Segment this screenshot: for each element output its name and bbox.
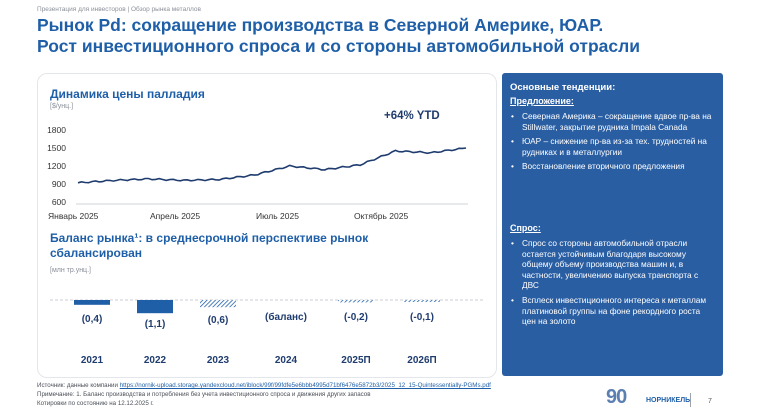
y-tick-900: 900 bbox=[51, 179, 66, 189]
balance-label-2024: (баланс) bbox=[265, 312, 307, 323]
demand-label: Спрос: bbox=[510, 223, 541, 233]
page-title: Рынок Pd: сокращение производства в Севе… bbox=[37, 15, 727, 57]
balance-bar-chart bbox=[50, 299, 484, 314]
supply-item: Восстановление вторичного предложения bbox=[510, 161, 715, 172]
balance-bar-2025П bbox=[338, 300, 374, 303]
year-2026p: 2026П bbox=[407, 355, 437, 366]
price-chart-unit: [$/унц.] bbox=[50, 103, 74, 110]
anniversary-logo: 90 bbox=[606, 386, 627, 408]
balance-label-2021: (0,4) bbox=[81, 314, 103, 325]
source-link[interactable]: https://nornik-upload.storage.yandexclou… bbox=[119, 382, 491, 389]
year-2022: 2022 bbox=[143, 355, 167, 366]
balance-label-2022: (1,1) bbox=[144, 319, 166, 330]
footer-quotes: Котировки по состоянию на 12.12.2025 г. bbox=[37, 400, 154, 407]
breadcrumb: Презентация для инвесторов | Обзор рынка… bbox=[37, 6, 201, 13]
ytd-annotation: +64% YTD bbox=[384, 110, 440, 122]
balance-bar-2023 bbox=[200, 300, 236, 308]
y-tick-1200: 1200 bbox=[47, 161, 66, 171]
x-tick-april: Апрель 2025 bbox=[150, 211, 201, 221]
footer-source: Источник: данные компании https://nornik… bbox=[37, 382, 491, 389]
footer-note: Примечание: 1. Баланс производства и пот… bbox=[37, 391, 371, 398]
supply-item: ЮАР – снижение пр-ва из-за тех. трудност… bbox=[510, 136, 715, 157]
price-line-chart bbox=[76, 147, 468, 205]
balance-title-line-1: Баланс рынка¹: в среднесрочной перспекти… bbox=[50, 231, 369, 245]
balance-title: Баланс рынка¹: в среднесрочной перспекти… bbox=[50, 231, 368, 261]
charts-card: Динамика цены палладия [$/унц.] +64% YTD… bbox=[37, 73, 497, 378]
demand-item: Всплеск инвестиционного интереса к метал… bbox=[510, 295, 715, 327]
balance-bar-2021 bbox=[74, 300, 110, 305]
company-logo-text: НОРНИКЕЛЬ bbox=[646, 397, 691, 404]
supply-item: Северная Америка – сокращение вдвое пр-в… bbox=[510, 111, 715, 132]
balance-unit: [млн тр.унц.] bbox=[50, 267, 91, 274]
x-tick-october: Октябрь 2025 bbox=[354, 211, 409, 221]
x-tick-january: Январь 2025 bbox=[48, 211, 99, 221]
trends-heading: Основные тенденции: bbox=[510, 82, 616, 93]
year-2024: 2024 bbox=[274, 355, 298, 366]
balance-bar-2022 bbox=[137, 300, 173, 314]
price-chart-title: Динамика цены палладия bbox=[50, 87, 205, 101]
demand-item: Спрос со стороны автомобильной отрасли о… bbox=[510, 238, 715, 291]
supply-label: Предложение: bbox=[510, 96, 574, 106]
footer-divider bbox=[690, 393, 691, 407]
balance-bar-2026П bbox=[404, 300, 440, 302]
y-tick-1800: 1800 bbox=[47, 125, 66, 135]
year-2023: 2023 bbox=[206, 355, 230, 366]
title-line-1: Рынок Pd: сокращение производства в Севе… bbox=[37, 15, 604, 35]
balance-label-2023: (0,6) bbox=[207, 315, 229, 326]
demand-list: Спрос со стороны автомобильной отрасли о… bbox=[510, 238, 715, 331]
source-prefix: Источник: данные компании bbox=[37, 382, 118, 389]
title-line-2: Рост инвестиционного спроса и со стороны… bbox=[37, 36, 640, 56]
year-2025p: 2025П bbox=[341, 355, 371, 366]
price-series-line bbox=[77, 147, 467, 184]
balance-title-line-2: сбалансирован bbox=[50, 246, 142, 260]
balance-label-2025p: (-0,2) bbox=[344, 312, 368, 323]
year-2021: 2021 bbox=[80, 355, 104, 366]
x-tick-july: Июль 2025 bbox=[256, 211, 299, 221]
y-tick-1500: 1500 bbox=[47, 143, 66, 153]
balance-label-2026p: (-0,1) bbox=[410, 312, 434, 323]
page-number: 7 bbox=[708, 398, 712, 405]
trends-panel: Основные тенденции: Предложение: Северна… bbox=[502, 73, 723, 376]
y-tick-600: 600 bbox=[51, 197, 66, 207]
supply-list: Северная Америка – сокращение вдвое пр-в… bbox=[510, 111, 715, 176]
